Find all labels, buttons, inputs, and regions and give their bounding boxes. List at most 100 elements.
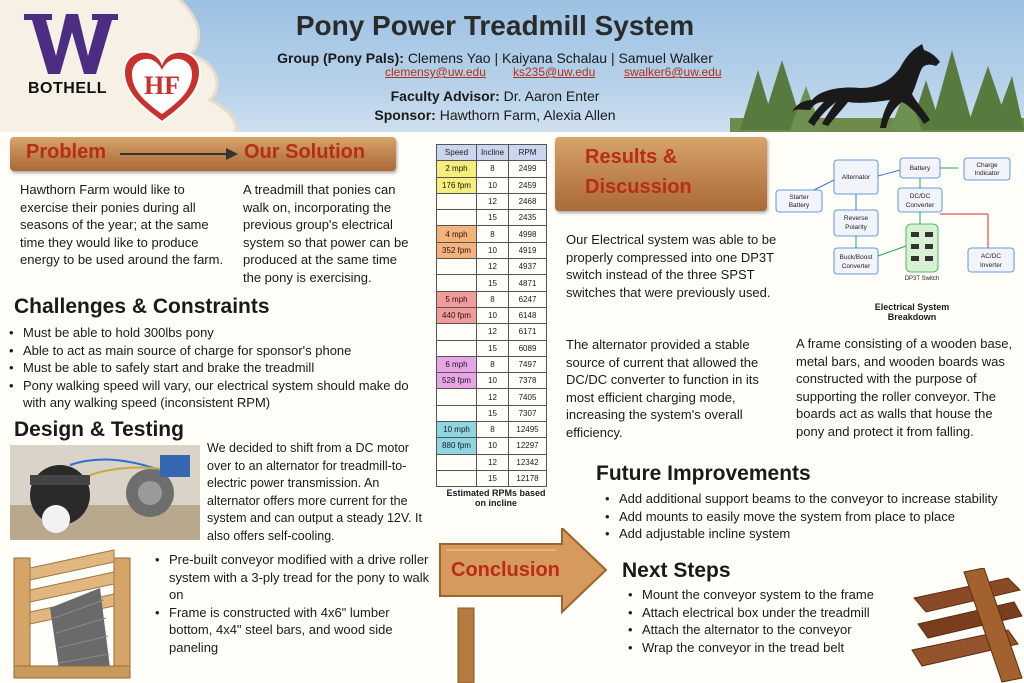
design-list: Pre-built conveyor modified with a drive… xyxy=(155,551,435,656)
diagram-node-dcdc-converter xyxy=(897,187,943,213)
rpm-cell: 4937 xyxy=(508,258,547,276)
diagram-label-alternator: Alternator xyxy=(842,174,871,181)
speed-cell: 4 mph xyxy=(436,225,477,243)
speed-cell: 528 fpm xyxy=(436,372,477,390)
rpm-cell: 6171 xyxy=(508,323,547,341)
school-name: BOTHELL xyxy=(28,80,108,97)
list-item: Add adjustable incline system xyxy=(605,525,1020,543)
incline-cell: 12 xyxy=(476,323,509,341)
hf-text: HF xyxy=(144,71,180,100)
results-plank xyxy=(555,137,767,211)
diagram-label-indicator: Indicator xyxy=(975,170,1001,177)
table-row: 15 12178 xyxy=(436,469,547,488)
speed-cell xyxy=(436,192,477,211)
conclusion-signpost-icon xyxy=(439,528,608,683)
email-link-kaiyana[interactable]: ks235@uw.edu xyxy=(513,65,596,79)
speed-cell xyxy=(436,469,477,488)
incline-cell: 10 xyxy=(476,306,509,325)
email-link-clemens[interactable]: clemensy@uw.edu xyxy=(385,65,486,79)
table-row: 4 mph 8 4998 xyxy=(436,225,547,243)
table-row: 12 4937 xyxy=(436,258,547,276)
table-row: 12 2468 xyxy=(436,192,547,211)
incline-cell: 12 xyxy=(476,258,509,276)
list-item: Wrap the conveyor in the tread belt xyxy=(628,639,898,657)
list-item: Frame is constructed with 4x6" lumber bo… xyxy=(155,604,435,657)
speed-cell xyxy=(436,258,477,276)
incline-cell: 8 xyxy=(476,355,509,374)
list-item: Mount the conveyor system to the frame xyxy=(628,586,898,604)
diagram-label-buck: Buck/Boost xyxy=(840,254,873,261)
incline-cell: 15 xyxy=(476,469,509,488)
diagram-label-converter: Converter xyxy=(906,202,935,209)
group-members: Clemens Yao | Kaiyana Schalau | Samuel W… xyxy=(407,50,713,66)
rpm-cell: 12297 xyxy=(508,437,547,455)
future-heading: Future Improvements xyxy=(596,462,811,485)
diagram-label-battery2: Battery xyxy=(789,202,810,209)
list-item: Pony walking speed will vary, our electr… xyxy=(9,377,419,412)
speed-cell xyxy=(436,339,477,357)
challenges-list: Must be able to hold 300lbs pony Able to… xyxy=(9,324,419,412)
rpm-cell: 7405 xyxy=(508,388,547,406)
rpm-cell: 12178 xyxy=(508,469,547,488)
uw-logo-icon xyxy=(24,14,118,74)
results-paragraph-1: Our Electrical system was able to be pro… xyxy=(566,232,777,300)
table-row: 352 fpm 10 4919 xyxy=(436,241,547,260)
diagram-node-inverter xyxy=(967,247,1015,273)
rpm-cell: 7378 xyxy=(508,372,547,390)
diagram-node-starter-battery xyxy=(775,189,823,213)
table-row: 15 2435 xyxy=(436,209,547,227)
speed-cell: 2 mph xyxy=(436,160,477,178)
list-item: Add mounts to easily move the system fro… xyxy=(605,508,1020,526)
speed-cell: 5 mph xyxy=(436,290,477,308)
results-heading-line2: Discussion xyxy=(585,176,692,198)
table-row: 176 fpm 10 2459 xyxy=(436,176,547,194)
incline-cell: 10 xyxy=(476,241,509,260)
speed-cell xyxy=(436,404,477,423)
rpm-table: Speed Incline RPM 2 mph 8 2499 176 fpm 10 245… xyxy=(436,143,547,488)
incline-cell: 10 xyxy=(476,176,509,194)
table-row: 15 6089 xyxy=(436,339,547,357)
speed-cell: 440 fpm xyxy=(436,306,477,325)
solution-heading: Our Solution xyxy=(244,141,366,163)
wood-planks-icon xyxy=(911,568,1023,683)
speed-cell: 10 mph xyxy=(436,421,477,439)
incline-cell: 8 xyxy=(476,160,509,178)
rpm-cell: 7497 xyxy=(508,355,547,374)
speed-cell xyxy=(436,388,477,406)
frame-render-image xyxy=(10,548,134,680)
rpm-cell: 2499 xyxy=(508,160,547,178)
rpm-cell: 12495 xyxy=(508,421,547,439)
challenges-heading: Challenges & Constraints xyxy=(14,295,270,318)
sponsor-label: Sponsor: xyxy=(374,107,436,123)
email-link-samuel[interactable]: swalker6@uw.edu xyxy=(624,65,722,79)
problem-heading: Problem xyxy=(26,141,107,163)
group-label: Group (Pony Pals): xyxy=(277,50,404,66)
incline-cell: 8 xyxy=(476,421,509,439)
sponsor-name: Hawthorn Farm, Alexia Allen xyxy=(439,107,616,123)
table-header-incline: Incline xyxy=(476,143,509,162)
table-row: 2 mph 8 2499 xyxy=(436,160,547,178)
diagram-node-buck-boost xyxy=(833,247,879,275)
table-row: 15 4871 xyxy=(436,274,547,292)
rpm-cell: 2468 xyxy=(508,192,547,211)
trees-and-horse-illustration xyxy=(730,44,1024,132)
table-row: 12 6171 xyxy=(436,323,547,341)
table-row: 15 7307 xyxy=(436,404,547,423)
poster-header: BOTHELL HF Pony Power Treadmill System G… xyxy=(0,0,1024,132)
diagram-node-battery xyxy=(899,157,941,179)
incline-cell: 10 xyxy=(476,437,509,455)
table-row: 6 mph 8 7497 xyxy=(436,355,547,374)
incline-cell: 15 xyxy=(476,404,509,423)
incline-cell: 15 xyxy=(476,209,509,227)
table-row: 12 7405 xyxy=(436,388,547,406)
list-item: Attach the alternator to the conveyor xyxy=(628,621,898,639)
design-heading: Design & Testing xyxy=(14,418,184,441)
diagram-label-converter2: Converter xyxy=(842,263,871,270)
diagram-label-reverse: Reverse xyxy=(844,215,869,222)
diagram-label-inverter: Inverter xyxy=(980,262,1003,269)
horse-icon xyxy=(792,44,940,128)
diagram-label-battery: Battery xyxy=(910,165,931,172)
advisor-label: Faculty Advisor: xyxy=(390,88,500,104)
diagram-label-acdc: AC/DC xyxy=(981,253,1002,260)
hawthorn-farm-logo-icon: HF xyxy=(122,50,202,124)
